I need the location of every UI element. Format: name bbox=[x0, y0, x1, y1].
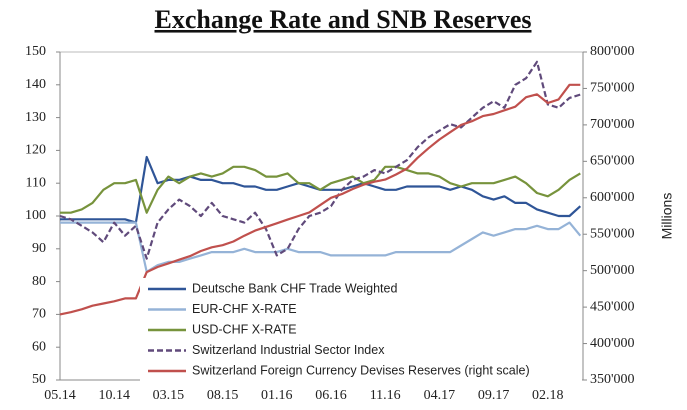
y2-tick-label: 400'000 bbox=[590, 336, 635, 351]
y-tick-label: 130 bbox=[25, 110, 46, 125]
y2-tick-label: 500'000 bbox=[590, 263, 635, 278]
series-line bbox=[59, 60, 581, 260]
y-tick-label: 140 bbox=[25, 77, 46, 92]
x-tick-label: 11.16 bbox=[370, 388, 401, 403]
x-tick-label: 09.17 bbox=[478, 388, 510, 403]
x-tick-label: 02.18 bbox=[532, 388, 564, 403]
y2-tick-label: 750'000 bbox=[590, 81, 635, 96]
legend-box bbox=[140, 278, 582, 383]
chart-title: Exchange Rate and SNB Reserves bbox=[155, 5, 532, 34]
y2-tick-label: 650'000 bbox=[590, 154, 635, 169]
y2-tick-label: 450'000 bbox=[590, 299, 635, 314]
y-tick-label: 80 bbox=[32, 274, 46, 289]
legend-label: Switzerland Foreign Currency Devises Res… bbox=[192, 363, 530, 377]
y2-tick-label: 350'000 bbox=[590, 372, 635, 387]
y2-tick-label: 800'000 bbox=[590, 44, 635, 59]
legend-label: EUR-CHF X-RATE bbox=[192, 302, 297, 316]
legend-label: Switzerland Industrial Sector Index bbox=[192, 343, 385, 357]
series-line bbox=[60, 165, 581, 214]
y-tick-label: 60 bbox=[32, 339, 46, 354]
legend-label: USD-CHF X-RATE bbox=[192, 322, 297, 336]
x-tick-label: 10.14 bbox=[98, 388, 130, 403]
legend-label: Deutsche Bank CHF Trade Weighted bbox=[192, 281, 397, 295]
y2-tick-label: 550'000 bbox=[590, 226, 635, 241]
x-tick-label: 06.16 bbox=[315, 388, 347, 403]
y-tick-label: 150 bbox=[25, 44, 46, 59]
y-tick-label: 100 bbox=[25, 208, 46, 223]
y2-tick-label: 700'000 bbox=[590, 117, 635, 132]
y2-tick-label: 600'000 bbox=[590, 190, 635, 205]
y2-axis-title: Millions bbox=[659, 193, 675, 240]
y-tick-label: 70 bbox=[32, 307, 46, 322]
x-tick-label: 01.16 bbox=[261, 388, 293, 403]
series-line bbox=[59, 83, 581, 316]
y-tick-label: 110 bbox=[26, 175, 46, 190]
x-tick-label: 03.15 bbox=[153, 388, 185, 403]
y-tick-label: 90 bbox=[32, 241, 46, 256]
y-tick-label: 50 bbox=[32, 372, 46, 387]
x-tick-label: 08.15 bbox=[207, 388, 239, 403]
y-tick-label: 120 bbox=[25, 143, 46, 158]
x-tick-label: 04.17 bbox=[424, 388, 456, 403]
x-tick-label: 05.14 bbox=[44, 388, 76, 403]
